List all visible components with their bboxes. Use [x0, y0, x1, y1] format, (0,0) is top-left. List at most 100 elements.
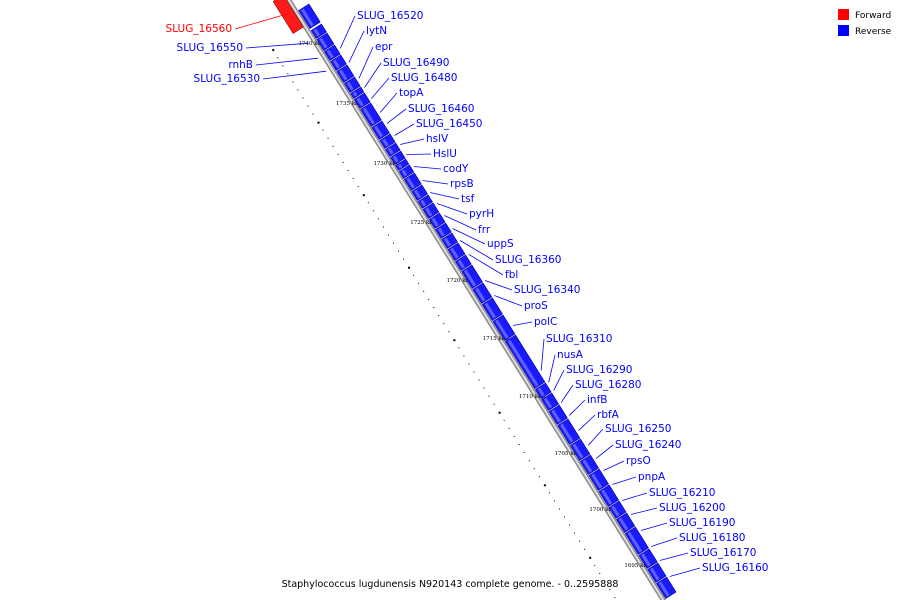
- scale-dot: [438, 315, 440, 317]
- gene-label-text: SLUG_16160: [702, 562, 768, 574]
- gene-label-slug-16310[interactable]: SLUG_16310: [540, 333, 612, 371]
- gene-label-slug-16530[interactable]: SLUG_16530: [194, 70, 327, 85]
- gene-feature-shade: [551, 409, 561, 423]
- gene-label-rbfa[interactable]: rbfA: [578, 409, 620, 431]
- gene-feature-shade: [627, 531, 643, 553]
- gene-label-slug-16160[interactable]: SLUG_16160: [669, 562, 769, 577]
- gene-label-cody[interactable]: codY: [413, 163, 469, 175]
- gene-label-slug-16550[interactable]: SLUG_16550: [177, 42, 309, 54]
- tick-label-1720-kbp: 1720 kbp: [446, 278, 473, 284]
- gene-feature-shade: [319, 37, 328, 49]
- reverse-gene-feature: [330, 54, 347, 71]
- gene-label-pros[interactable]: proS: [494, 295, 548, 312]
- gene-label-hslu[interactable]: HslU: [406, 148, 457, 160]
- gene-label-nusa[interactable]: nusA: [548, 349, 584, 383]
- gene-feature-shade: [658, 581, 670, 597]
- gene-label-text: nusA: [557, 349, 584, 361]
- gene-leader-line: [386, 108, 407, 124]
- gene-label-text: lytN: [366, 25, 387, 37]
- gene-label-rnhb[interactable]: rnhB: [228, 57, 319, 71]
- gene-label-topa[interactable]: topA: [379, 87, 424, 113]
- gene-label-fbl[interactable]: fbl: [468, 254, 518, 281]
- gene-feature-shade: [413, 189, 422, 199]
- gene-leader-line: [587, 428, 604, 446]
- gene-label-polc[interactable]: polC: [513, 316, 557, 328]
- gene-label-text: SLUG_16480: [391, 72, 457, 84]
- gene-label-slug-16490[interactable]: SLUG_16490: [364, 57, 450, 88]
- gene-label-slug-16200[interactable]: SLUG_16200: [630, 502, 725, 515]
- gene-label-slug-16290[interactable]: SLUG_16290: [553, 364, 633, 391]
- gene-label-slug-16190[interactable]: SLUG_16190: [640, 517, 735, 531]
- gene-label-slug-16450[interactable]: SLUG_16450: [394, 118, 483, 136]
- reverse-gene-feature: [371, 120, 390, 140]
- gene-label-pyrh[interactable]: pyrH: [436, 203, 494, 220]
- scale-dot: [523, 452, 525, 454]
- gene-label-infb[interactable]: infB: [569, 394, 607, 416]
- tick-label-1715-kbp: 1715 kbp: [483, 336, 510, 342]
- gene-label-frr[interactable]: frr: [444, 215, 491, 236]
- gene-label-tsf[interactable]: tsf: [430, 192, 475, 205]
- scale-dot: [538, 476, 540, 478]
- gene-label-text: SLUG_16200: [659, 502, 725, 514]
- scale-dot: [372, 210, 374, 212]
- gene-label-slug-16210[interactable]: SLUG_16210: [622, 487, 715, 501]
- gene-label-rpsb[interactable]: rpsB: [422, 178, 474, 190]
- gene-label-rpso[interactable]: rpsO: [603, 455, 651, 471]
- gene-leader-line: [364, 62, 382, 88]
- gene-feature-shade: [591, 473, 603, 489]
- scale-dot: [493, 403, 495, 405]
- gene-label-slug-16180[interactable]: SLUG_16180: [650, 532, 745, 547]
- reverse-gene-feature: [447, 242, 466, 261]
- gene-feature-shade: [397, 163, 403, 169]
- gene-leader-line: [622, 492, 648, 501]
- scale-dot: [548, 492, 550, 494]
- gene-label-upps[interactable]: uppS: [452, 228, 514, 250]
- gene-feature-shade: [313, 28, 320, 37]
- gene-feature-shade: [401, 169, 408, 177]
- gene-label-slug-16560[interactable]: SLUG_16560: [166, 12, 291, 35]
- gene-label-text: SLUG_16210: [649, 487, 715, 499]
- gene-label-slug-16460[interactable]: SLUG_16460: [386, 103, 474, 124]
- gene-label-text: frr: [478, 224, 491, 236]
- gene-label-slug-16240[interactable]: SLUG_16240: [595, 439, 681, 459]
- legend: Forward Reverse: [838, 9, 892, 37]
- reverse-gene-feature: [403, 172, 422, 191]
- scale-dot: [614, 597, 616, 599]
- scale-dot: [609, 589, 611, 591]
- gene-feature-shade: [572, 443, 584, 459]
- gene-label-epr[interactable]: epr: [358, 41, 393, 79]
- gene-label-text: tsf: [461, 193, 475, 205]
- genome-caption: Staphylococcus lugdunensis N920143 compl…: [282, 579, 619, 590]
- gene-label-slug-16170[interactable]: SLUG_16170: [659, 547, 757, 561]
- gene-label-slug-16280[interactable]: SLUG_16280: [560, 379, 641, 403]
- scale-dot: [478, 379, 480, 381]
- gene-label-text: SLUG_16530: [194, 73, 260, 85]
- gene-label-slug-16520[interactable]: SLUG_16520: [339, 10, 423, 49]
- gene-leader-line: [430, 192, 460, 200]
- scale-dot: [413, 274, 415, 276]
- scale-dot: [398, 250, 400, 252]
- scale-dot: [564, 516, 566, 518]
- gene-leader-line: [436, 203, 468, 215]
- scale-dot: [453, 339, 456, 342]
- scale-dot: [387, 234, 389, 236]
- gene-leader-line: [371, 77, 390, 99]
- reverse-gene-feature: [435, 222, 452, 239]
- gene-leader-line: [603, 460, 625, 471]
- scale-dot: [357, 186, 359, 188]
- gene-label-slug-16250[interactable]: SLUG_16250: [587, 423, 671, 446]
- tick-label-1710-kbp: 1710 kbp: [519, 394, 546, 400]
- scale-ticks: 1740 kbp 1735 kbp 1730 kbp 1725 kbp 1720 kbp…: [299, 41, 651, 569]
- scale-dot: [443, 323, 445, 325]
- gene-label-text: SLUG_16180: [679, 532, 745, 544]
- gene-leader-line: [394, 123, 415, 136]
- gene-feature-shade: [443, 237, 452, 247]
- gene-label-hslv[interactable]: hslV: [400, 133, 449, 145]
- reverse-gene-feature: [428, 212, 446, 229]
- gene-label-slug-16340[interactable]: SLUG_16340: [484, 280, 580, 296]
- tick-label-1700-kbp: 1700 kbp: [589, 507, 616, 513]
- gene-label-pnpa[interactable]: pnpA: [612, 471, 666, 485]
- gene-label-lytn[interactable]: lytN: [348, 25, 387, 63]
- gene-label-slug-16480[interactable]: SLUG_16480: [371, 72, 457, 99]
- gene-label-slug-16360[interactable]: SLUG_16360: [459, 240, 561, 266]
